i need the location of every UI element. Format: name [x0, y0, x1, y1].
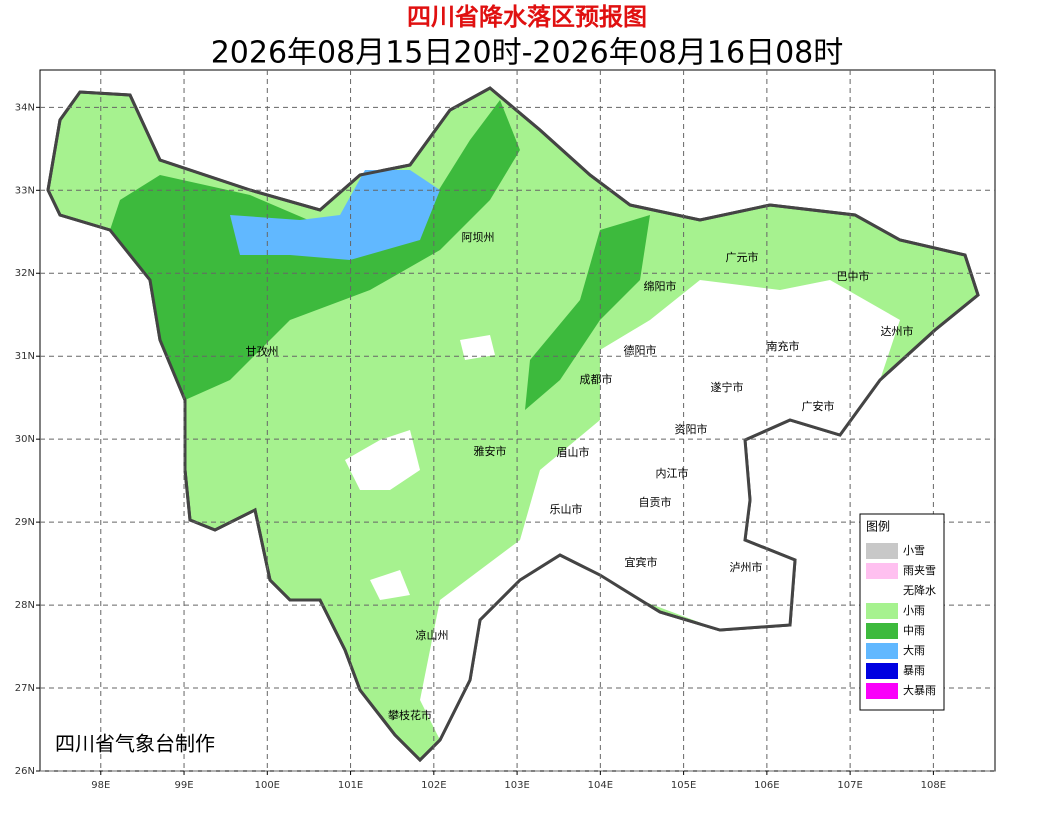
y-tick-label: 32N [15, 268, 35, 279]
y-tick-label: 31N [15, 351, 35, 362]
x-tick-label: 102E [421, 780, 446, 791]
y-tick-label: 26N [15, 766, 35, 777]
x-tick-label: 105E [671, 780, 696, 791]
city-label: 攀枝花市 [388, 708, 432, 722]
city-label: 广元市 [726, 250, 759, 264]
city-label: 南充市 [767, 339, 800, 353]
x-tick-label: 98E [91, 780, 110, 791]
legend-swatch [866, 543, 898, 559]
x-tick-label: 107E [837, 780, 862, 791]
y-tick-label: 30N [15, 434, 35, 445]
legend-label: 小雪 [903, 544, 925, 557]
city-label: 乐山市 [550, 502, 583, 516]
legend-swatch [866, 643, 898, 659]
city-label: 资阳市 [675, 422, 708, 436]
city-label: 甘孜州 [246, 344, 279, 358]
x-tick-label: 104E [588, 780, 613, 791]
x-tick-label: 106E [754, 780, 779, 791]
city-label: 广安市 [802, 399, 835, 413]
legend-label: 雨夹雪 [903, 564, 936, 577]
city-label: 宜宾市 [625, 555, 658, 569]
city-label: 阿坝州 [462, 230, 495, 244]
heavy-rain-area [230, 170, 440, 260]
legend-swatch [866, 663, 898, 679]
legend-label: 暴雨 [903, 664, 925, 677]
city-label: 眉山市 [557, 445, 590, 459]
no-rain-patch [345, 335, 495, 600]
city-label: 泸州市 [730, 560, 763, 574]
legend-swatch [866, 563, 898, 579]
city-labels: 阿坝州 广元市 巴中市 绵阳市 达州市 甘孜州 德阳市 南充市 成都市 遂宁市 … [246, 230, 914, 722]
x-tick-label: 103E [504, 780, 529, 791]
city-label: 巴中市 [837, 269, 870, 283]
y-tick-label: 33N [15, 185, 35, 196]
title: 四川省降水落区预报图 [407, 3, 647, 31]
city-label: 内江市 [656, 466, 689, 480]
city-label: 自贡市 [639, 495, 672, 509]
legend-swatch [866, 603, 898, 619]
city-label: 达州市 [881, 324, 914, 338]
y-tick-label: 28N [15, 600, 35, 611]
legend-swatch [866, 583, 898, 599]
city-label: 德阳市 [624, 343, 657, 357]
legend-label: 小雨 [903, 604, 925, 617]
x-tick-label: 108E [921, 780, 946, 791]
legend-label: 中雨 [903, 624, 925, 637]
legend-swatch [866, 683, 898, 699]
province-border [46, 86, 980, 763]
legend-swatch [866, 623, 898, 639]
x-tick-label: 99E [175, 780, 194, 791]
legend-title: 图例 [866, 520, 890, 534]
city-label: 成都市 [580, 372, 613, 386]
city-label: 绵阳市 [644, 279, 677, 293]
legend-label: 无降水 [903, 583, 936, 597]
city-label: 凉山州 [416, 628, 449, 642]
city-label: 遂宁市 [711, 380, 744, 394]
x-tick-label: 101E [338, 780, 363, 791]
y-tick-label: 27N [15, 683, 35, 694]
subtitle: 2026年08月15日20时-2026年08月16日08时 [211, 36, 844, 71]
y-tick-label: 34N [15, 102, 35, 113]
y-tick-label: 29N [15, 517, 35, 528]
moderate-rain-area [110, 100, 650, 410]
city-label: 雅安市 [474, 444, 507, 458]
grid [40, 70, 995, 772]
legend-label: 大雨 [903, 643, 925, 657]
x-tick-label: 100E [255, 780, 280, 791]
credit: 四川省气象台制作 [55, 732, 215, 756]
legend-label: 大暴雨 [903, 683, 936, 697]
